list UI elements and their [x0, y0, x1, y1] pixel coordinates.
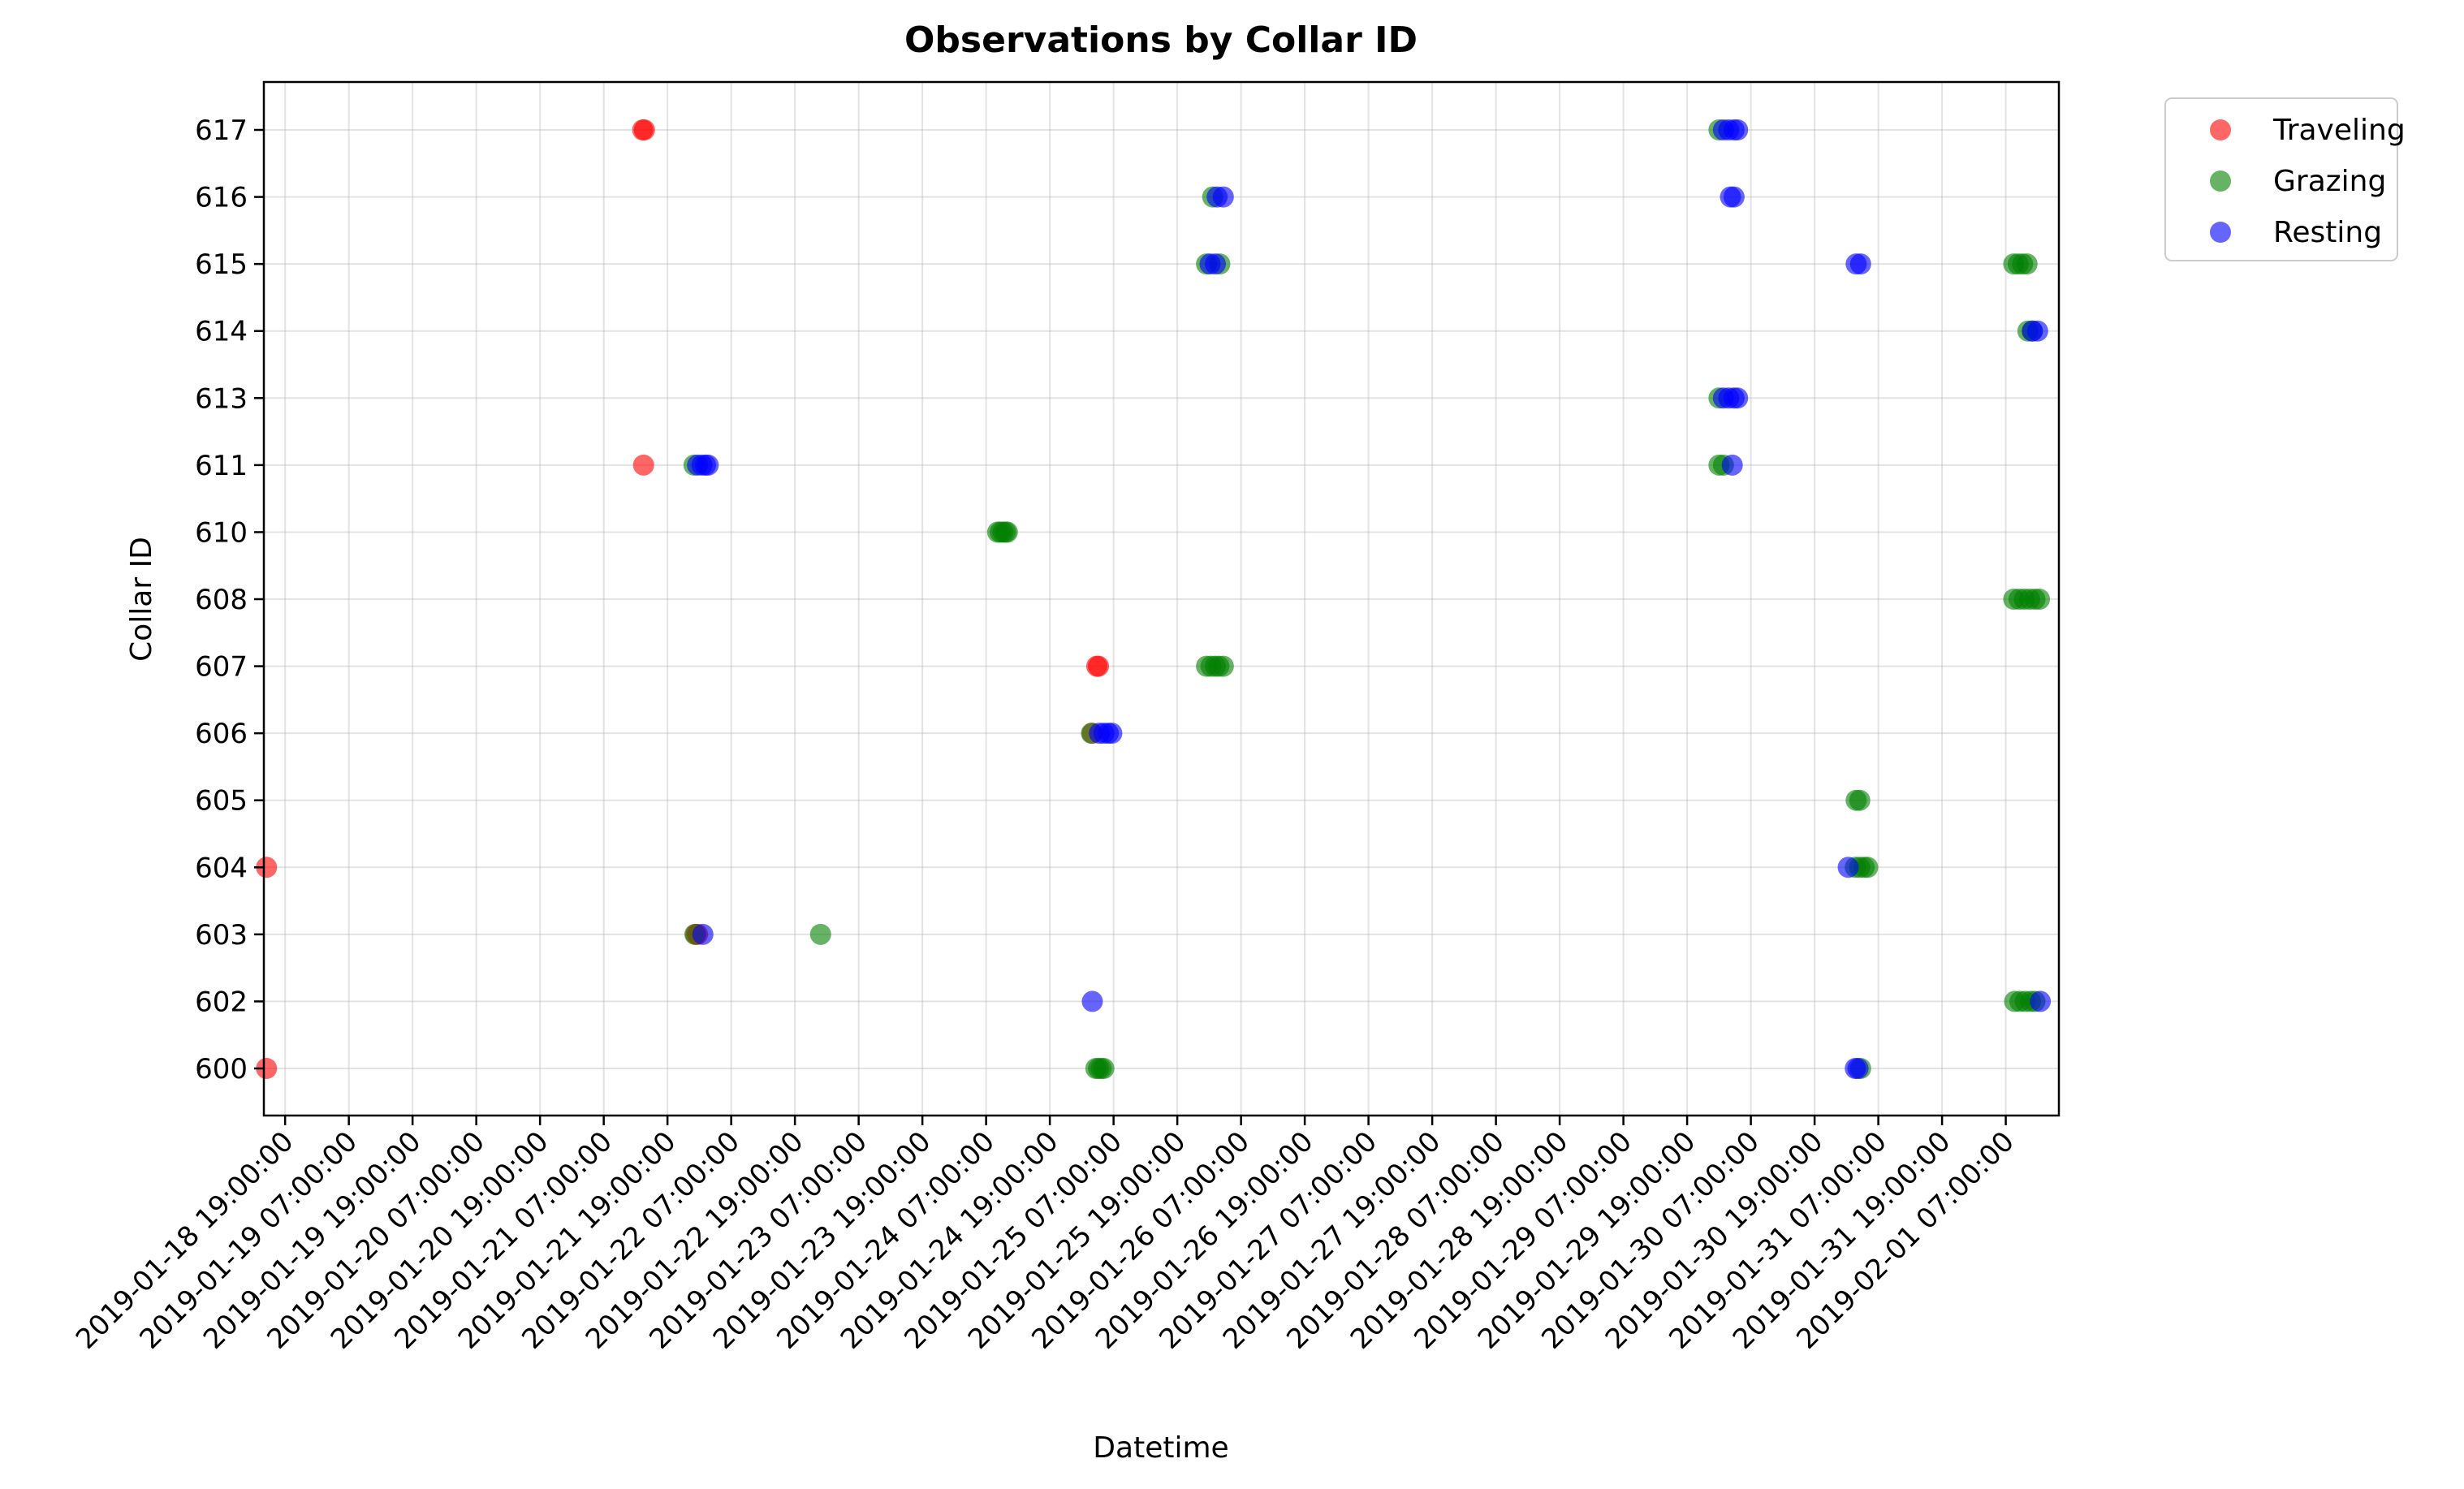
data-point-resting — [1212, 186, 1234, 208]
data-point-resting — [2026, 320, 2048, 342]
y-axis: 600 602 603 604 605 606 607 608 610 611 613 614 615 6… — [195, 114, 264, 1085]
data-point-traveling — [632, 454, 654, 476]
y-tick-label: 613 — [195, 382, 248, 415]
series-resting — [687, 119, 2052, 1079]
data-point-grazing — [1212, 655, 1234, 677]
legend-label-grazing: Grazing — [2273, 165, 2386, 198]
y-tick-label: 611 — [195, 450, 248, 482]
y-tick-label: 617 — [195, 114, 248, 147]
legend-marker-resting — [2210, 222, 2231, 243]
data-point-traveling — [633, 119, 655, 140]
y-axis-label: Collar ID — [125, 537, 158, 662]
data-point-resting — [1837, 857, 1859, 878]
data-point-grazing — [2016, 253, 2038, 275]
data-point-resting — [2030, 991, 2052, 1012]
data-point-resting — [1101, 723, 1123, 744]
data-point-resting — [1847, 1058, 1869, 1079]
y-tick-label: 610 — [195, 516, 248, 549]
data-point-grazing — [996, 521, 1018, 543]
data-point-grazing — [809, 923, 831, 945]
legend-marker-grazing — [2210, 170, 2231, 192]
data-point-grazing — [1857, 857, 1879, 878]
y-tick-label: 606 — [195, 718, 248, 750]
data-point-resting — [692, 923, 714, 945]
data-point-resting — [1081, 991, 1103, 1012]
y-tick-label: 615 — [195, 248, 248, 281]
data-point-resting — [1727, 119, 1749, 140]
data-point-traveling — [256, 1058, 278, 1079]
legend-label-resting: Resting — [2273, 216, 2382, 249]
y-tick-label: 605 — [195, 785, 248, 818]
data-point-resting — [697, 454, 719, 476]
legend: Traveling Grazing Resting — [2164, 97, 2406, 261]
data-point-traveling — [256, 857, 278, 878]
y-tick-label: 608 — [195, 584, 248, 616]
y-tick-label: 616 — [195, 182, 248, 214]
grid-layer — [264, 82, 2059, 1116]
chart-title: Observations by Collar ID — [904, 19, 1418, 61]
data-point-resting — [1721, 454, 1743, 476]
data-point-resting — [1849, 253, 1871, 275]
data-point-grazing — [1849, 789, 1871, 811]
data-point-grazing — [1093, 1058, 1115, 1079]
y-tick-label: 614 — [195, 316, 248, 348]
legend-items: Traveling Grazing Resting — [2210, 114, 2406, 249]
data-point-resting — [1205, 253, 1227, 275]
data-point-resting — [1727, 387, 1749, 409]
y-tick-label: 604 — [195, 852, 248, 884]
legend-label-traveling: Traveling — [2272, 114, 2406, 147]
points-layer — [256, 119, 2052, 1079]
data-point-traveling — [1088, 655, 1110, 677]
data-point-grazing — [2029, 589, 2051, 610]
y-tick-label: 607 — [195, 651, 248, 684]
data-point-resting — [1723, 186, 1745, 208]
x-axis-label: Datetime — [1093, 1431, 1228, 1465]
legend-marker-traveling — [2210, 119, 2231, 140]
y-tick-label: 603 — [195, 919, 248, 952]
y-tick-label: 600 — [195, 1053, 248, 1085]
y-tick-label: 602 — [195, 986, 248, 1018]
